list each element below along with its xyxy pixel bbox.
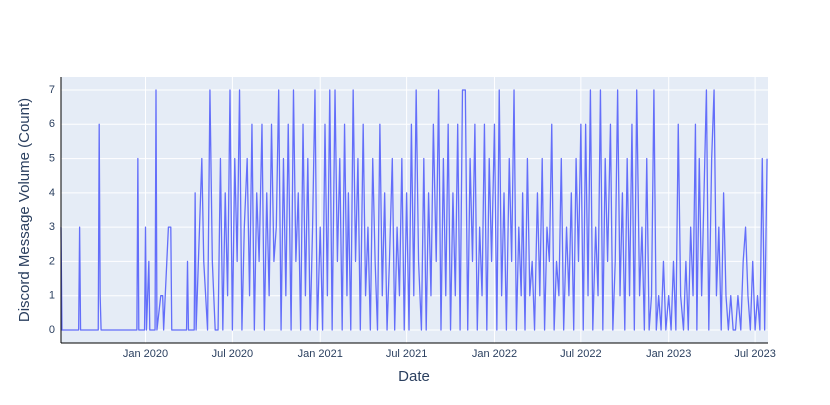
y-tick-label: 1 [49,290,55,302]
x-tick-label: Jan 2020 [123,348,168,360]
y-tick-label: 7 [49,84,55,96]
x-tick-label: Jul 2020 [212,348,254,360]
y-axis-title: Discord Message Volume (Count) [16,98,33,322]
x-tick-label: Jul 2023 [734,348,776,360]
x-tick-label: Jan 2021 [298,348,343,360]
x-axis-title: Date [398,368,430,385]
y-tick-label: 0 [49,324,55,336]
x-tick-label: Jul 2021 [386,348,428,360]
y-tick-label: 5 [49,152,55,164]
x-tick-label: Jan 2023 [646,348,691,360]
y-tick-label: 4 [49,187,55,199]
y-tick-label: 2 [49,255,55,267]
y-tick-label: 3 [49,221,55,233]
x-tick-label: Jul 2022 [560,348,602,360]
x-tick-label: Jan 2022 [472,348,517,360]
y-tick-label: 6 [49,118,55,130]
data-line [60,89,768,331]
